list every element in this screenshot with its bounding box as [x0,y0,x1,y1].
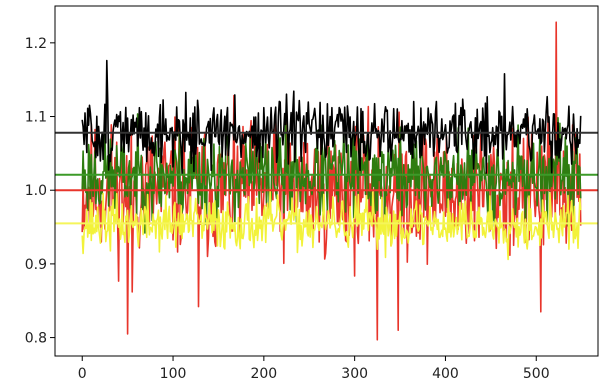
x-tick-label: 400 [432,366,459,382]
y-tick-label: 0.8 [25,331,47,347]
x-tick-label: 300 [341,366,368,382]
reference-lines [55,131,598,225]
x-tick-label: 100 [160,366,187,382]
series-line-1 [81,21,582,341]
plot-frame [54,5,599,357]
y-tick-label: 1.1 [25,110,47,126]
x-tick-label: 200 [250,366,277,382]
x-tick-label: 0 [78,366,87,382]
y-tick-label: 0.9 [25,257,47,273]
x-axis: 0 100 200 300 400 500 [78,356,550,382]
y-tick-label: 1.0 [25,183,47,199]
series-line-4 [81,59,582,176]
y-tick-label: 1.2 [25,36,47,52]
y-axis: 0.8 0.9 1.0 1.1 1.2 [25,36,55,347]
x-tick-label: 500 [523,366,550,382]
